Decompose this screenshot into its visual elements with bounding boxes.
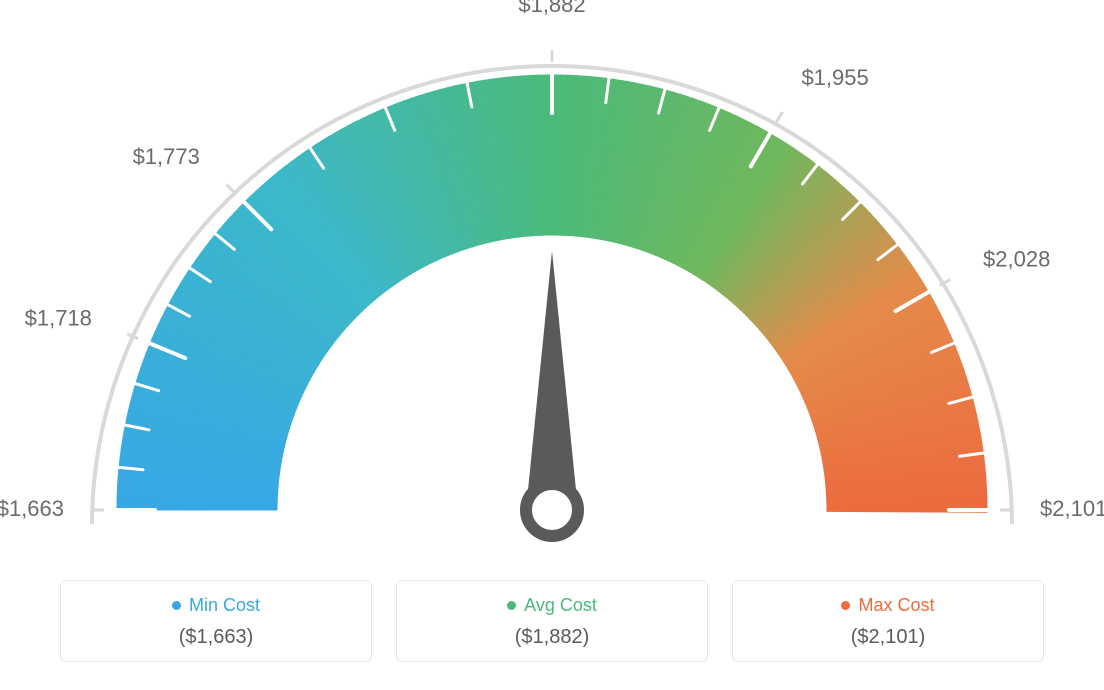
gauge-tick-label: $1,882 xyxy=(518,0,585,17)
legend-max-label: Max Cost xyxy=(841,595,934,616)
legend-min-label: Min Cost xyxy=(172,595,260,616)
gauge-tick-label: $1,955 xyxy=(801,65,868,90)
gauge-tick-label: $1,773 xyxy=(133,144,200,169)
gauge-tick-label: $2,101 xyxy=(1040,496,1104,521)
gauge-tick-label: $2,028 xyxy=(983,247,1050,272)
gauge-hub xyxy=(526,484,578,536)
legend-avg-label-text: Avg Cost xyxy=(524,595,597,616)
gauge-chart: $1,663 $1,718 $1,773 $1,882 $1,955 $2,028 $2,1… xyxy=(0,0,1104,560)
gauge-needle xyxy=(526,251,578,510)
chart-container: $1,663 $1,718 $1,773 $1,882 $1,955 $2,028 $2,1… xyxy=(0,0,1104,690)
legend-max-value: ($2,101) xyxy=(743,626,1033,649)
gauge-tick-label: $1,718 xyxy=(25,305,92,330)
legend-max-label-text: Max Cost xyxy=(858,595,934,616)
legend-avg-box: Avg Cost ($1,882) xyxy=(396,580,708,662)
gauge-tick-label: $1,663 xyxy=(0,496,64,521)
dot-icon xyxy=(507,601,516,610)
legend-avg-label: Avg Cost xyxy=(507,595,597,616)
legend-min-label-text: Min Cost xyxy=(189,595,260,616)
dot-icon xyxy=(172,601,181,610)
legend-max-box: Max Cost ($2,101) xyxy=(732,580,1044,662)
dot-icon xyxy=(841,601,850,610)
legend-min-value: ($1,663) xyxy=(71,626,361,649)
legend-row: Min Cost ($1,663) Avg Cost ($1,882) Max … xyxy=(60,580,1044,662)
legend-min-box: Min Cost ($1,663) xyxy=(60,580,372,662)
legend-avg-value: ($1,882) xyxy=(407,626,697,649)
